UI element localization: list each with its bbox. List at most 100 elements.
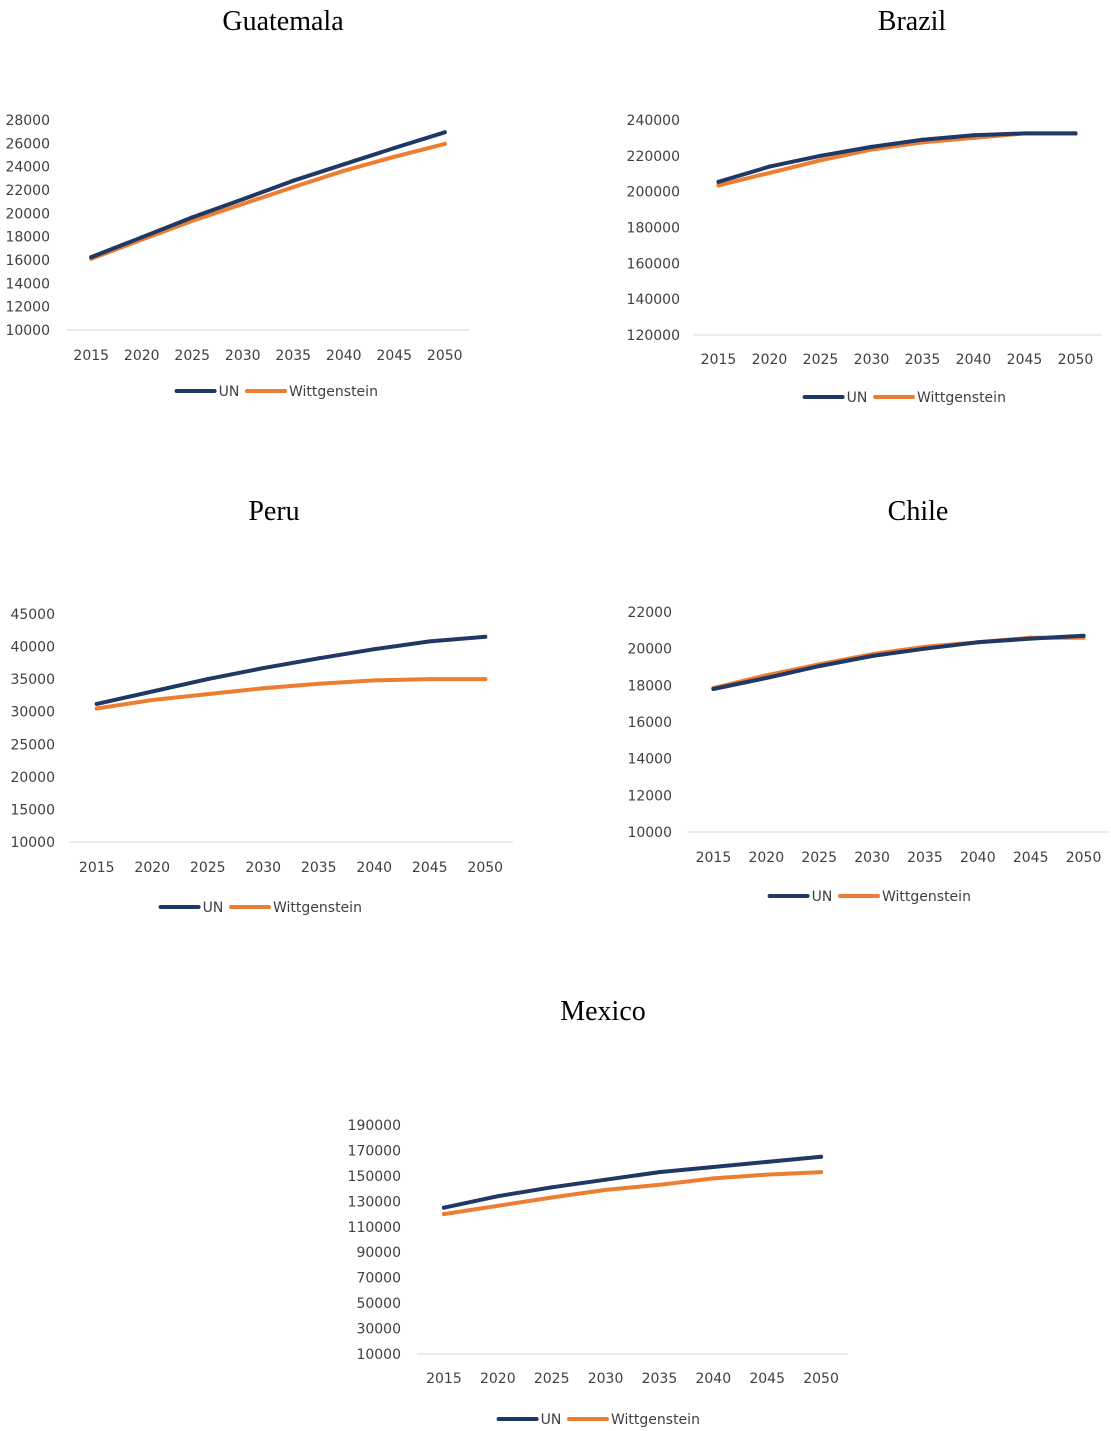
- chart-mexico: Mexico 10000 30000 50000 70000 90000 110000 130…: [300, 980, 860, 1430]
- data-point-un: [442, 130, 447, 135]
- y-tick-label: 45000: [10, 607, 55, 623]
- data-point-un: [372, 647, 377, 652]
- legend-item-un: UN: [496, 1412, 561, 1428]
- data-point-un: [920, 137, 925, 142]
- data-point-wittgenstein: [341, 168, 346, 173]
- data-point-wittgenstein: [442, 141, 447, 146]
- data-point-un: [1022, 131, 1027, 136]
- data-point-un: [1081, 633, 1086, 638]
- data-point-un: [190, 215, 195, 220]
- data-point-un: [1028, 636, 1033, 641]
- y-tick-label: 10000: [356, 1347, 401, 1363]
- data-point-wittgenstein: [240, 202, 245, 206]
- data-point-wittgenstein: [150, 697, 155, 702]
- y-tick-label: 160000: [627, 256, 680, 272]
- y-tick-label: 14000: [5, 276, 50, 292]
- chart-svg: Guatemala 10000 12000 14000 16000 18000 20000 2…: [5, 6, 470, 400]
- x-tick-label: 2035: [642, 1371, 678, 1387]
- y-tick-label: 18000: [627, 678, 672, 694]
- y-tick-label: 20000: [5, 206, 50, 222]
- y-tick-label: 10000: [10, 835, 55, 851]
- data-point-un: [869, 144, 874, 149]
- y-tick-label: 70000: [356, 1271, 401, 1287]
- x-tick-label: 2040: [960, 850, 996, 866]
- data-point-wittgenstein: [483, 677, 488, 682]
- x-tick-label: 2040: [956, 352, 992, 368]
- y-tick-label: 150000: [348, 1169, 401, 1185]
- legend-label: UN: [219, 384, 240, 400]
- data-point-wittgenstein: [205, 692, 210, 697]
- x-tick-label: 2025: [801, 850, 837, 866]
- y-tick-label: 24000: [5, 160, 50, 176]
- y-tick-label: 26000: [5, 136, 50, 152]
- legend-label: UN: [847, 390, 868, 406]
- x-tick-label: 2050: [1058, 352, 1094, 368]
- data-point-wittgenstein: [94, 706, 99, 711]
- legend-item-un: UN: [174, 384, 240, 400]
- data-point-wittgenstein: [716, 183, 721, 188]
- x-tick-label: 2020: [748, 850, 784, 866]
- legend-label: Wittgenstein: [273, 900, 362, 916]
- y-tick-label: 10000: [627, 825, 672, 841]
- data-point-un: [603, 1177, 608, 1182]
- x-tick-label: 2035: [905, 352, 941, 368]
- data-point-un: [819, 1154, 824, 1159]
- x-tick-label: 2030: [588, 1371, 624, 1387]
- x-tick-label: 2045: [1013, 850, 1049, 866]
- x-tick-label: 2045: [1007, 352, 1043, 368]
- data-point-un: [767, 164, 772, 169]
- data-point-un: [341, 162, 346, 167]
- data-point-wittgenstein: [372, 678, 377, 683]
- y-tick-label: 12000: [5, 300, 50, 316]
- y-tick-label: 30000: [356, 1322, 401, 1338]
- data-point-wittgenstein: [441, 1212, 446, 1217]
- chart-title: Brazil: [878, 6, 947, 37]
- series-line-un: [94, 634, 488, 706]
- chart-svg: Peru 10000 15000 20000 25000 30000 35000 40000 4…: [10, 496, 513, 916]
- data-point-un: [150, 689, 155, 694]
- data-point-un: [971, 133, 976, 138]
- chart-peru: Peru 10000 15000 20000 25000 30000 35000 40000 4…: [0, 470, 560, 930]
- data-point-un: [94, 701, 99, 706]
- data-point-un: [89, 255, 94, 260]
- legend-label: Wittgenstein: [289, 384, 378, 400]
- y-tick-label: 240000: [627, 113, 680, 129]
- chart-svg: Chile 10000 12000 14000 16000 18000 20000 22000…: [627, 496, 1110, 905]
- data-point-un: [1073, 131, 1078, 136]
- chart-title: Guatemala: [222, 6, 344, 37]
- x-tick-label: 2015: [73, 348, 109, 364]
- chart-title: Mexico: [560, 996, 646, 1027]
- legend-item-un: UN: [802, 390, 868, 406]
- series-line-un: [89, 130, 447, 260]
- data-point-wittgenstein: [819, 1170, 824, 1175]
- chart-svg: Brazil 120000 140000 160000 180000 200000 2200…: [627, 6, 1101, 406]
- data-point-un: [549, 1185, 554, 1190]
- data-point-un: [764, 676, 769, 680]
- y-tick-label: 180000: [627, 221, 680, 237]
- series-line-wittgenstein: [94, 677, 488, 711]
- data-point-un: [716, 179, 721, 184]
- x-tick-label: 2025: [803, 352, 839, 368]
- y-tick-label: 220000: [627, 149, 680, 165]
- series-line-un: [441, 1154, 824, 1210]
- y-tick-label: 22000: [627, 605, 672, 621]
- legend-item-wittgenstein: Wittgenstein: [838, 889, 971, 905]
- x-tick-label: 2015: [79, 860, 115, 876]
- data-point-wittgenstein: [495, 1203, 500, 1208]
- y-tick-label: 110000: [348, 1220, 401, 1236]
- data-point-un: [427, 639, 432, 644]
- data-point-un: [657, 1170, 662, 1175]
- y-tick-label: 15000: [10, 802, 55, 818]
- legend-item-wittgenstein: Wittgenstein: [245, 384, 378, 400]
- x-tick-label: 2020: [124, 348, 160, 364]
- data-point-wittgenstein: [603, 1187, 608, 1192]
- y-tick-label: 14000: [627, 752, 672, 768]
- chart-chile: Chile 10000 12000 14000 16000 18000 20000 22000…: [556, 470, 1111, 930]
- chart-title: Peru: [248, 496, 299, 527]
- y-tick-label: 190000: [348, 1118, 401, 1134]
- data-point-un: [922, 646, 927, 651]
- y-tick-label: 12000: [627, 788, 672, 804]
- y-tick-label: 35000: [10, 672, 55, 688]
- data-point-un: [316, 656, 321, 661]
- x-tick-label: 2025: [190, 860, 226, 876]
